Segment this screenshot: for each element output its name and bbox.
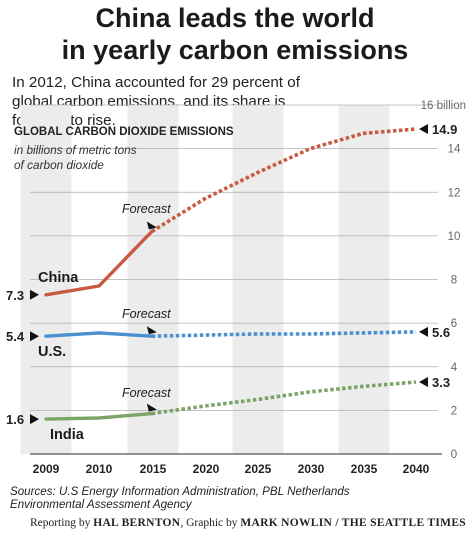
forecast-marker	[146, 326, 157, 335]
end-value-pointer	[419, 377, 428, 388]
start-value-pointer	[30, 331, 39, 342]
start-value-india: 1.6	[6, 412, 24, 427]
end-value-china: 14.9	[432, 122, 457, 137]
x-tick-label: 2020	[193, 462, 220, 476]
forecast-marker	[146, 403, 157, 412]
x-tick-label: 2009	[33, 462, 60, 476]
start-value-pointer	[30, 289, 39, 300]
y-tick-label: 6	[451, 318, 457, 330]
series-forecast-line-us	[151, 330, 417, 338]
end-value-pointer	[419, 123, 428, 134]
sources: Sources: U.S Energy Information Administ…	[10, 485, 410, 511]
start-value-china: 7.3	[6, 288, 24, 303]
y-tick-label: 12	[448, 187, 461, 199]
headline-line-2: in yearly carbon emissions	[61, 35, 409, 65]
x-tick-label: 2025	[245, 462, 272, 476]
sources-line-1: Sources: U.S Energy Information Administ…	[10, 485, 350, 498]
series-name-us: U.S.	[38, 344, 66, 360]
forecast-label: Forecast	[122, 307, 171, 321]
y-tick-label: 10	[448, 231, 461, 243]
forecast-label: Forecast	[122, 202, 171, 216]
forecast-marker	[146, 221, 157, 230]
forecast-label: Forecast	[122, 386, 171, 400]
x-tick-label: 2040	[403, 462, 430, 476]
y-tick-label: 4	[451, 362, 458, 374]
credit-graphic-prefix: , Graphic by	[180, 517, 241, 529]
start-value-pointer	[30, 414, 39, 425]
credit-reporter: HAL BERNTON	[93, 517, 181, 529]
series-line-us	[44, 331, 154, 338]
x-tick-label: 2015	[140, 462, 167, 476]
series-forecast-line-china	[150, 127, 417, 234]
chart-title: GLOBAL CARBON DIOXIDE EMISSIONS	[14, 126, 234, 138]
headline-line-1: China leads the world	[95, 3, 375, 33]
sources-line-2: Environmental Assessment Agency	[10, 498, 192, 511]
credit-reporting-prefix: Reporting by	[29, 517, 94, 529]
chart-subtitle-line-2: of carbon dioxide	[14, 158, 104, 172]
series-name-china: China	[38, 270, 79, 286]
x-tick-label: 2010	[86, 462, 113, 476]
end-value-india: 3.3	[432, 375, 450, 390]
credit-artist: MARK NOWLIN / THE SEATTLE TIMES	[240, 517, 466, 529]
series-forecast-line-india	[151, 380, 417, 416]
chart-subtitle-line-1: in billions of metric tons	[14, 143, 137, 157]
series-line-india	[44, 411, 154, 421]
start-value-us: 5.4	[6, 329, 25, 344]
y-tick-label: 2	[451, 405, 457, 417]
series-line-china	[44, 229, 154, 297]
credit-line: Reporting by HAL BERNTON, Graphic by MAR…	[0, 517, 466, 529]
y-tick-label: 0	[451, 449, 457, 461]
end-value-pointer	[419, 326, 428, 337]
end-value-us: 5.6	[432, 325, 450, 340]
x-tick-label: 2035	[351, 462, 378, 476]
y-tick-label: 14	[448, 144, 461, 156]
headline: China leads the world in yearly carbon e…	[0, 2, 470, 66]
y-tick-label: 16 billion	[421, 100, 466, 112]
x-tick-label: 2030	[298, 462, 325, 476]
y-tick-label: 8	[451, 275, 457, 287]
series-name-india: India	[50, 427, 85, 443]
